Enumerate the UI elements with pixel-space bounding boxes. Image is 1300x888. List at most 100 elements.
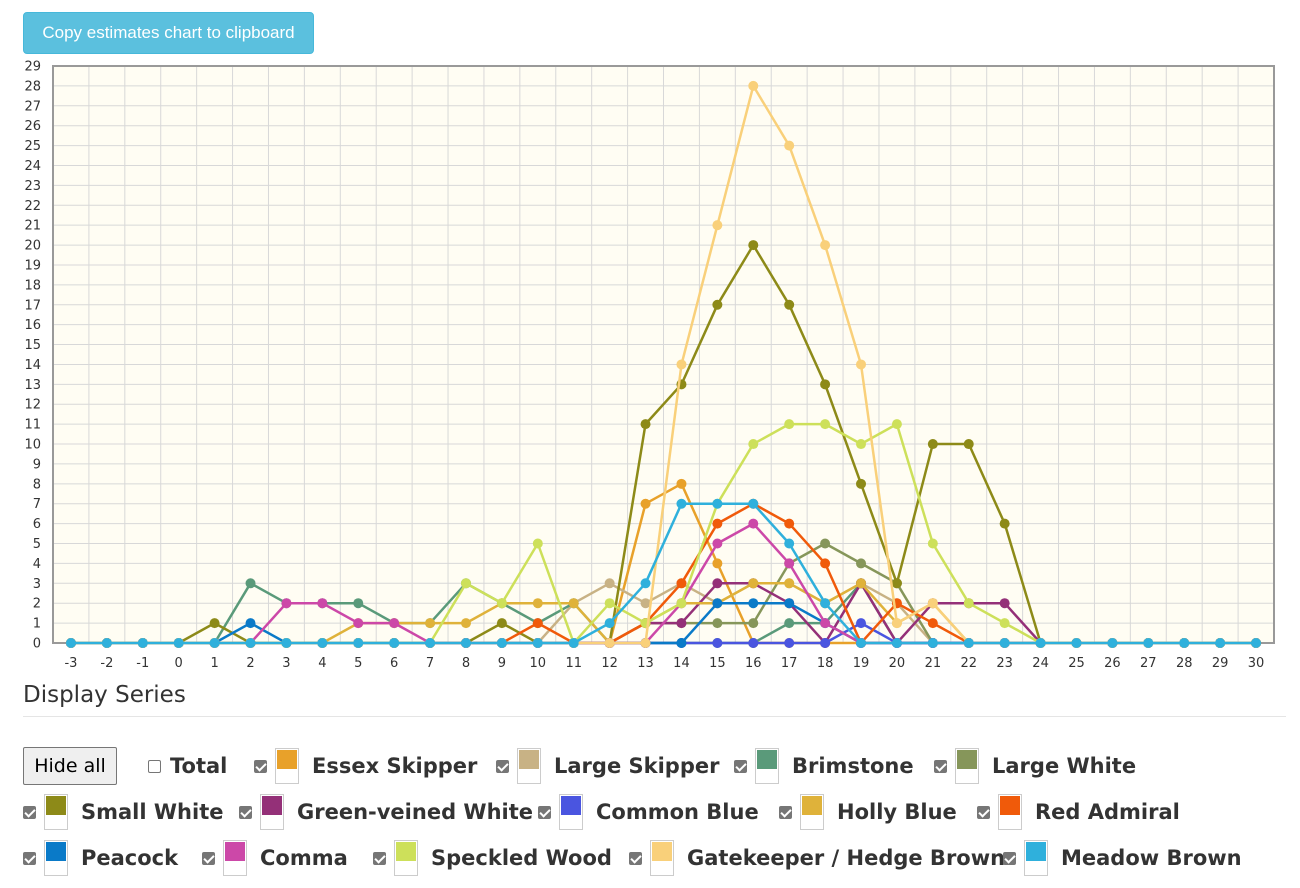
legend-item-holly-blue[interactable]: Holly Blue bbox=[779, 793, 957, 831]
data-point-speckled-wood bbox=[532, 538, 543, 549]
data-point-green-veined-white bbox=[712, 578, 723, 589]
series-checkbox[interactable] bbox=[934, 759, 947, 773]
series-checkbox[interactable] bbox=[23, 805, 36, 819]
series-checkbox[interactable] bbox=[538, 805, 551, 819]
data-point-brimstone bbox=[784, 618, 795, 629]
x-tick-label: 1 bbox=[210, 656, 218, 671]
x-tick-label: 4 bbox=[318, 656, 326, 671]
x-tick-label: 11 bbox=[565, 656, 582, 671]
data-point-meadow-brown bbox=[820, 598, 831, 609]
data-point-common-blue bbox=[712, 638, 723, 648]
legend-label: Red Admiral bbox=[1035, 800, 1180, 824]
data-point-holly-blue bbox=[425, 618, 436, 629]
x-tick-label: 20 bbox=[889, 656, 906, 671]
data-point-gatekeeper-hedge-brown bbox=[891, 618, 902, 629]
data-point-green-veined-white bbox=[999, 598, 1010, 609]
data-point-small-white bbox=[927, 439, 938, 450]
series-checkbox[interactable] bbox=[977, 805, 990, 819]
data-point-gatekeeper-hedge-brown bbox=[640, 638, 651, 648]
x-tick-label: 5 bbox=[354, 656, 362, 671]
series-checkbox[interactable] bbox=[373, 851, 386, 865]
y-tick-label: 6 bbox=[33, 517, 41, 532]
legend-item-gatekeeper-hedge-brown[interactable]: Gatekeeper / Hedge Brown bbox=[629, 839, 1005, 877]
series-checkbox[interactable] bbox=[779, 805, 792, 819]
data-point-gatekeeper-hedge-brown bbox=[604, 638, 615, 648]
series-checkbox[interactable] bbox=[1003, 851, 1016, 865]
series-checkbox[interactable] bbox=[254, 759, 267, 773]
data-point-small-white bbox=[712, 299, 723, 310]
color-swatch bbox=[223, 840, 247, 876]
series-checkbox[interactable] bbox=[202, 851, 215, 865]
total-checkbox[interactable] bbox=[148, 759, 161, 773]
legend-item-large-white[interactable]: Large White bbox=[934, 747, 1136, 785]
legend-item-peacock[interactable]: Peacock bbox=[23, 839, 178, 877]
legend-item-essex-skipper[interactable]: Essex Skipper bbox=[254, 747, 477, 785]
data-point-meadow-brown bbox=[891, 638, 902, 648]
legend-label: Peacock bbox=[81, 846, 179, 870]
data-point-brimstone bbox=[245, 578, 256, 589]
data-point-meadow-brown bbox=[317, 638, 328, 648]
legend-label: Holly Blue bbox=[837, 800, 957, 824]
x-tick-label: 19 bbox=[853, 656, 870, 671]
data-point-comma bbox=[281, 598, 292, 609]
data-point-speckled-wood bbox=[460, 578, 471, 589]
y-tick-label: 25 bbox=[24, 139, 41, 154]
x-tick-label: 3 bbox=[282, 656, 290, 671]
data-point-red-admiral bbox=[712, 518, 723, 529]
data-point-meadow-brown bbox=[532, 638, 543, 648]
x-tick-label: -1 bbox=[136, 656, 149, 671]
legend-item-green-veined-white[interactable]: Green-veined White bbox=[239, 793, 533, 831]
y-tick-label: 29 bbox=[24, 60, 41, 75]
data-point-meadow-brown bbox=[209, 638, 220, 648]
data-point-holly-blue bbox=[568, 598, 579, 609]
copy-chart-button[interactable]: Copy estimates chart to clipboard bbox=[23, 12, 314, 54]
data-point-meadow-brown bbox=[963, 638, 974, 648]
data-point-meadow-brown bbox=[604, 618, 615, 629]
data-point-holly-blue bbox=[748, 578, 759, 589]
data-point-meadow-brown bbox=[137, 638, 148, 648]
y-tick-label: 20 bbox=[24, 239, 41, 254]
legend-item-brimstone[interactable]: Brimstone bbox=[734, 747, 914, 785]
series-checkbox[interactable] bbox=[23, 851, 36, 865]
data-point-large-white bbox=[820, 538, 831, 549]
data-point-common-blue bbox=[820, 638, 831, 648]
legend-item-total[interactable]: Total bbox=[148, 747, 227, 785]
data-point-meadow-brown bbox=[712, 498, 723, 509]
hide-all-button[interactable]: Hide all bbox=[23, 747, 117, 785]
legend-item-meadow-brown[interactable]: Meadow Brown bbox=[1003, 839, 1242, 877]
data-point-small-white bbox=[999, 518, 1010, 529]
y-tick-label: 7 bbox=[33, 497, 41, 512]
data-point-large-white bbox=[748, 618, 759, 629]
color-swatch bbox=[517, 748, 541, 784]
legend-label: Gatekeeper / Hedge Brown bbox=[687, 846, 1006, 870]
legend-item-small-white[interactable]: Small White bbox=[23, 793, 223, 831]
x-tick-label: 27 bbox=[1140, 656, 1157, 671]
data-point-speckled-wood bbox=[676, 598, 687, 609]
legend-item-comma[interactable]: Comma bbox=[202, 839, 348, 877]
data-point-small-white bbox=[496, 618, 507, 629]
legend-item-large-skipper[interactable]: Large Skipper bbox=[496, 747, 719, 785]
legend-item-common-blue[interactable]: Common Blue bbox=[538, 793, 759, 831]
series-checkbox[interactable] bbox=[734, 759, 747, 773]
data-point-comma bbox=[317, 598, 328, 609]
data-point-speckled-wood bbox=[748, 439, 759, 450]
data-point-peacock bbox=[748, 598, 759, 609]
color-swatch bbox=[1024, 840, 1048, 876]
y-tick-label: 0 bbox=[33, 637, 41, 652]
data-point-comma bbox=[712, 538, 723, 549]
x-tick-label: 10 bbox=[530, 656, 547, 671]
x-tick-label: 12 bbox=[601, 656, 618, 671]
series-checkbox[interactable] bbox=[239, 805, 252, 819]
legend-label: Speckled Wood bbox=[431, 846, 612, 870]
data-point-meadow-brown bbox=[281, 638, 292, 648]
data-point-meadow-brown bbox=[245, 638, 256, 648]
data-point-red-admiral bbox=[927, 618, 938, 629]
color-swatch bbox=[260, 794, 284, 830]
series-checkbox[interactable] bbox=[496, 759, 509, 773]
x-tick-label: 26 bbox=[1104, 656, 1121, 671]
legend-item-red-admiral[interactable]: Red Admiral bbox=[977, 793, 1180, 831]
legend-item-speckled-wood[interactable]: Speckled Wood bbox=[373, 839, 612, 877]
data-point-meadow-brown bbox=[353, 638, 364, 648]
series-checkbox[interactable] bbox=[629, 851, 642, 865]
data-point-common-blue bbox=[784, 638, 795, 648]
